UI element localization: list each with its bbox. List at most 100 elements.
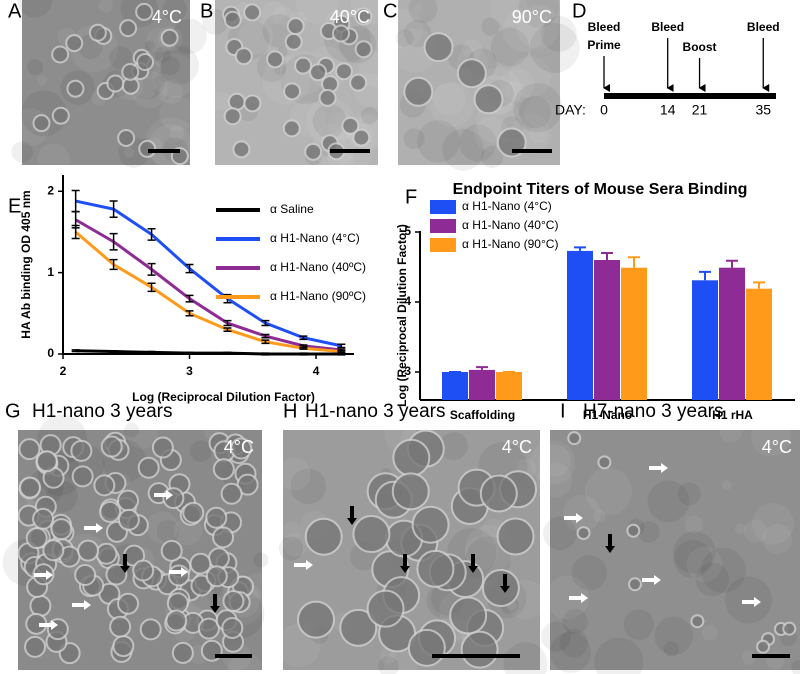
arrow-head bbox=[181, 567, 188, 577]
x-tick-label: H1-Nano bbox=[583, 408, 632, 422]
particle bbox=[366, 589, 405, 628]
arrow-head bbox=[581, 593, 588, 603]
micrograph: 4°C bbox=[276, 409, 548, 674]
error-bar bbox=[185, 351, 194, 355]
bar bbox=[746, 288, 772, 400]
particle bbox=[32, 507, 55, 530]
texture bbox=[499, 67, 535, 103]
particle bbox=[449, 596, 488, 635]
event-label: Bleed bbox=[651, 20, 684, 34]
arrow-head bbox=[120, 566, 130, 573]
x-axis-label: Log (Reciprocal Dilution Factor) bbox=[132, 390, 315, 404]
y-axis-label: Log (Reciprocal Dilution Factor) bbox=[395, 224, 409, 407]
error-bar bbox=[299, 335, 308, 341]
particle bbox=[182, 501, 205, 524]
particle bbox=[221, 617, 244, 640]
particle bbox=[407, 628, 446, 667]
particle bbox=[71, 465, 94, 488]
texture bbox=[383, 8, 424, 49]
arrow-head bbox=[347, 518, 357, 525]
texture bbox=[503, 642, 548, 674]
particle bbox=[756, 639, 771, 654]
error-bar bbox=[185, 263, 194, 274]
particle bbox=[349, 73, 368, 92]
texture bbox=[36, 75, 47, 86]
texture bbox=[159, 95, 195, 132]
legend-label: α H1-Nano (90ºC) bbox=[270, 289, 366, 303]
texture bbox=[261, 1, 286, 25]
particle bbox=[136, 53, 155, 72]
temperature-label: 4°C bbox=[502, 437, 532, 457]
error-bar bbox=[299, 346, 308, 350]
arrow-head bbox=[754, 597, 761, 607]
texture bbox=[623, 609, 655, 640]
texture bbox=[750, 416, 791, 457]
texture bbox=[701, 624, 718, 641]
panel-letter: F bbox=[405, 186, 417, 208]
texture bbox=[21, 90, 67, 137]
texture bbox=[403, 19, 432, 48]
x-tick-label: 4 bbox=[313, 364, 320, 378]
particle bbox=[51, 106, 70, 125]
error-bar bbox=[299, 352, 308, 356]
texture bbox=[160, 56, 180, 76]
texture bbox=[700, 547, 746, 593]
error-bar bbox=[147, 262, 156, 276]
particle bbox=[50, 518, 73, 541]
particle bbox=[576, 526, 591, 541]
particle bbox=[286, 17, 305, 36]
texture bbox=[144, 40, 156, 51]
particle bbox=[627, 577, 642, 592]
particle bbox=[51, 45, 70, 64]
arrow-head bbox=[468, 566, 478, 573]
event-label: Bleed bbox=[747, 20, 780, 34]
particle bbox=[354, 7, 373, 26]
particle bbox=[197, 617, 220, 640]
texture bbox=[563, 494, 601, 533]
texture bbox=[593, 510, 606, 523]
texture bbox=[523, 96, 554, 127]
texture bbox=[98, 0, 113, 13]
texture bbox=[529, 23, 580, 73]
particle bbox=[100, 435, 123, 458]
particle bbox=[496, 517, 535, 556]
particle bbox=[24, 635, 47, 658]
y-tick-label: 5 bbox=[404, 224, 411, 238]
texture bbox=[429, 82, 475, 128]
event-label: Boost bbox=[683, 40, 717, 54]
particle bbox=[106, 74, 125, 93]
texture bbox=[124, 422, 140, 438]
arrow-head bbox=[400, 566, 410, 573]
texture bbox=[417, 120, 460, 163]
legend-label: α Saline bbox=[270, 202, 314, 216]
particle bbox=[626, 523, 641, 538]
texture bbox=[253, 552, 269, 568]
texture bbox=[413, 3, 424, 14]
particle bbox=[25, 527, 48, 550]
error-bar bbox=[223, 327, 232, 332]
micrograph: 40°C bbox=[202, 0, 396, 175]
panel-letter: G bbox=[5, 400, 21, 422]
particle bbox=[121, 62, 140, 81]
temperature-label: 90°C bbox=[512, 7, 552, 27]
texture bbox=[283, 532, 308, 557]
error-bar bbox=[337, 349, 346, 354]
texture bbox=[358, 51, 396, 89]
y-tick-label: 3 bbox=[404, 364, 411, 378]
error-bar bbox=[147, 282, 156, 293]
texture bbox=[312, 104, 347, 139]
texture bbox=[559, 628, 588, 658]
texture bbox=[538, 444, 571, 477]
texture bbox=[158, 80, 184, 105]
particle bbox=[95, 542, 118, 565]
particle bbox=[318, 88, 337, 107]
texture bbox=[584, 467, 633, 516]
error-bar bbox=[147, 227, 156, 241]
texture bbox=[439, 431, 468, 461]
texture bbox=[502, 9, 546, 52]
legend-label: α H1-Nano (4°C) bbox=[270, 231, 360, 245]
texture bbox=[212, 91, 232, 111]
arrow-head bbox=[654, 575, 661, 585]
texture bbox=[306, 97, 355, 146]
